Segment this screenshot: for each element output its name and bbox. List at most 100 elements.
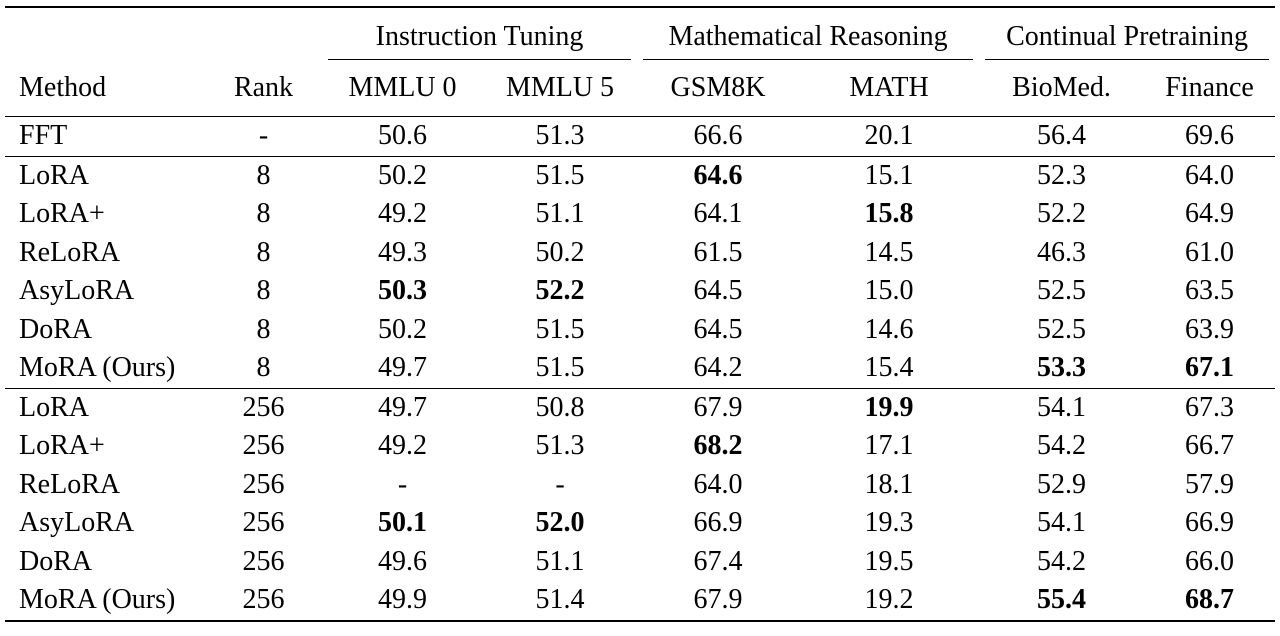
- cell-biomed: 54.2: [1037, 430, 1087, 462]
- cell-method: MoRA (Ours): [5, 581, 205, 622]
- cell-mmlu5: 51.5: [535, 352, 585, 384]
- cell-rank: 256: [242, 468, 285, 500]
- column-header-method: Method: [19, 72, 107, 103]
- group-spacer: [205, 6, 322, 60]
- cell-finance: 66.0: [1185, 545, 1235, 577]
- cell-mmlu0: -: [397, 468, 408, 500]
- cell-mmlu0: 49.6: [378, 545, 427, 577]
- table-row: MoRA (Ours) 8 49.7 51.5 64.2 15.4 53.3 67.1: [5, 349, 1275, 388]
- cell-method: LoRA: [5, 387, 205, 427]
- cell-method: AsyLoRA: [19, 275, 135, 307]
- cell-math: 15.0: [864, 275, 914, 307]
- cell-gsm8k: 64.5: [693, 313, 743, 345]
- cell-method: DoRA: [19, 313, 93, 345]
- group-header-row: Instruction Tuning Mathematical Reasonin…: [5, 6, 1276, 60]
- cell-method: MoRA (Ours): [19, 352, 176, 384]
- cell-mmlu0: 49.7: [322, 387, 483, 427]
- cell-rank: 8: [256, 313, 271, 345]
- results-table: Instruction Tuning Mathematical Reasonin…: [5, 6, 1276, 622]
- cell-mmlu0: 49.9: [322, 581, 483, 622]
- cell-mmlu0: 49.2: [378, 430, 427, 462]
- cell-mmlu5: 51.1: [535, 198, 585, 230]
- cell-biomed: 55.4: [979, 581, 1145, 622]
- cell-gsm8k: 64.0: [693, 468, 743, 500]
- cell-method: FFT: [5, 116, 205, 156]
- cell-method: LoRA: [5, 155, 205, 195]
- cell-mmlu0: 50.2: [378, 313, 427, 345]
- cell-method: LoRA+: [19, 198, 105, 230]
- cell-rank: 256: [205, 581, 322, 622]
- table-row: MoRA (Ours) 256 49.9 51.4 67.9 19.2 55.4 68.7: [5, 581, 1276, 622]
- column-header-rank: Rank: [233, 72, 294, 103]
- column-header-mmlu0: MMLU 0: [348, 72, 457, 103]
- cell-gsm8k: 67.9: [637, 387, 800, 427]
- cell-gsm8k: 61.5: [693, 236, 743, 268]
- cell-mmlu0: 49.3: [378, 236, 427, 268]
- cell-biomed: 52.5: [1037, 275, 1087, 307]
- column-header-row: Method Rank MMLU 0 MMLU 5 GSM8K MATH Bio…: [5, 60, 1275, 117]
- cell-biomed: 52.9: [1037, 468, 1087, 500]
- group-header-mathematical-reasoning: Mathematical Reasoning: [637, 6, 980, 60]
- cell-mmlu0: 50.6: [322, 116, 483, 156]
- cell-mmlu5: 51.5: [483, 155, 638, 195]
- cell-finance: 68.7: [1144, 581, 1276, 622]
- table-row: LoRA+ 8 49.2 51.1 64.1 15.8 52.2 64.9: [5, 195, 1275, 234]
- cell-finance: 66.9: [1185, 507, 1235, 539]
- cell-finance: 67.1: [1185, 352, 1235, 384]
- cell-mmlu5: 52.2: [535, 275, 585, 307]
- table-row: AsyLoRA 256 50.1 52.0 66.9 19.3 54.1 66.9: [5, 504, 1275, 543]
- group-header-instruction-tuning: Instruction Tuning: [322, 6, 638, 60]
- cell-gsm8k: 67.9: [637, 581, 800, 622]
- cell-math: 14.6: [864, 313, 914, 345]
- cell-math: 19.5: [864, 545, 914, 577]
- cell-method: AsyLoRA: [19, 507, 135, 539]
- cell-math: 19.9: [799, 387, 980, 427]
- cell-mmlu5: 51.5: [535, 313, 585, 345]
- cell-gsm8k: 64.5: [693, 275, 743, 307]
- column-header-biomed: BioMed.: [1012, 72, 1111, 103]
- cell-method: DoRA: [19, 545, 93, 577]
- cell-biomed: 52.2: [1037, 198, 1087, 230]
- cell-mmlu5: 51.4: [483, 581, 638, 622]
- cell-math: 17.1: [864, 430, 914, 462]
- group-header-continual-pretraining: Continual Pretraining: [979, 6, 1276, 60]
- column-header-mmlu5: MMLU 5: [505, 72, 615, 103]
- cell-biomed: 52.5: [1037, 313, 1087, 345]
- cell-mmlu5: 50.2: [535, 236, 585, 268]
- column-header-gsm8k: GSM8K: [670, 72, 766, 103]
- cell-biomed: 53.3: [1037, 352, 1087, 384]
- cell-biomed: 46.3: [1037, 236, 1087, 268]
- cell-rank: 8: [256, 198, 271, 230]
- cell-finance: 63.5: [1185, 275, 1235, 307]
- cell-math: 14.5: [864, 236, 914, 268]
- cell-mmlu0: 49.2: [378, 198, 427, 230]
- cell-method: ReLoRA: [19, 468, 121, 500]
- table-row: DoRA 8 50.2 51.5 64.5 14.6 52.5 63.9: [5, 311, 1275, 350]
- group-label: Mathematical Reasoning: [643, 21, 974, 60]
- table-row: FFT -50.6 51.3 66.6 20.1 56.4 69.6: [5, 116, 1276, 156]
- cell-biomed: 54.2: [1037, 545, 1087, 577]
- cell-math: 18.1: [864, 468, 914, 500]
- cell-finance: 66.7: [1185, 430, 1235, 462]
- cell-math: 20.1: [799, 116, 980, 156]
- cell-gsm8k: 64.1: [693, 198, 743, 230]
- column-header-finance: Finance: [1165, 72, 1254, 103]
- cell-rank: -: [205, 116, 322, 156]
- cell-gsm8k: 67.4: [693, 545, 743, 577]
- cell-math: 15.8: [864, 198, 914, 230]
- cell-biomed: 54.1: [979, 387, 1145, 427]
- cell-gsm8k: 68.2: [693, 430, 743, 462]
- cell-rank: 256: [205, 387, 322, 427]
- cell-gsm8k: 66.9: [693, 507, 743, 539]
- group-label: Continual Pretraining: [985, 21, 1270, 60]
- cell-rank: 256: [242, 507, 285, 539]
- table-row: DoRA 256 49.6 51.1 67.4 19.5 54.2 66.0: [5, 543, 1275, 582]
- table-row: LoRA+ 256 49.2 51.3 68.2 17.1 54.2 66.7: [5, 427, 1275, 466]
- cell-math: 19.2: [799, 581, 980, 622]
- cell-mmlu0: 50.1: [378, 507, 427, 539]
- table-body: FFT -50.6 51.3 66.6 20.1 56.4 69.6 LoRA 8 50.2 51.…: [5, 116, 1276, 622]
- table-row: LoRA 256 49.7 50.8 67.9 19.9 54.1 67.3: [5, 387, 1276, 427]
- cell-mmlu5: 52.0: [535, 507, 585, 539]
- cell-rank: 8: [256, 236, 271, 268]
- cell-mmlu0: 50.2: [322, 155, 483, 195]
